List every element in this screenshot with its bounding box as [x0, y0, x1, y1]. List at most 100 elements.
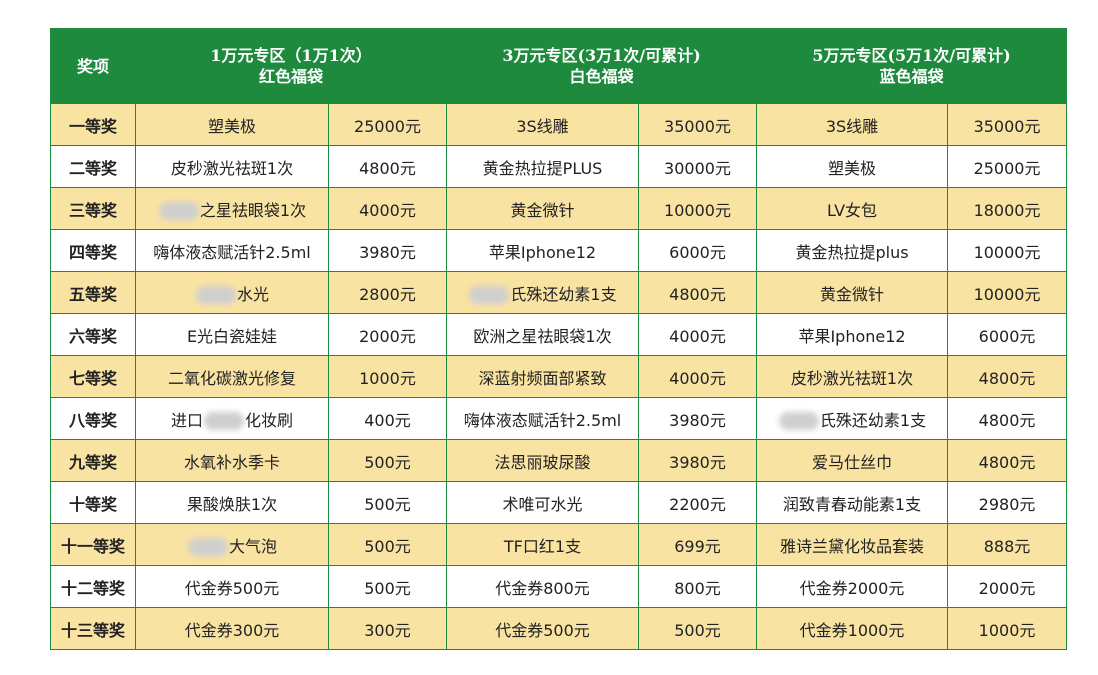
price-cell: 4000元: [328, 187, 447, 230]
price-cell: 500元: [637, 607, 758, 650]
item-cell: 黄金微针: [756, 271, 949, 314]
price-cell: 10000元: [947, 271, 1068, 314]
item-cell: 水氧补水季卡: [135, 439, 329, 482]
zone-bag: 蓝色福袋: [879, 67, 944, 86]
item-text: 氏殊还幼素1支: [819, 410, 927, 430]
prize-row: 七等奖 二氧化碳激光修复 1000元 深蓝射频面部紧致 4000元 皮秒激光祛斑1次 480…: [50, 355, 1068, 398]
item-text: 水光: [236, 284, 269, 304]
award-cell: 八等奖: [50, 397, 136, 440]
item-cell: 果酸焕肤1次: [135, 481, 329, 524]
blurred-text: [195, 286, 236, 304]
table-body: 一等奖 塑美极 25000元 3S线雕 35000元 3S线雕 35000元 二等奖 皮秒激光祛…: [50, 103, 1068, 650]
price-cell: 500元: [328, 439, 447, 482]
award-cell: 七等奖: [50, 355, 136, 398]
price-cell: 6000元: [637, 229, 758, 272]
price-cell: 500元: [328, 481, 447, 524]
item-text: 大气泡: [228, 536, 277, 556]
award-cell: 二等奖: [50, 145, 136, 188]
price-cell: 3980元: [637, 439, 758, 482]
item-cell: 黄金热拉提PLUS: [446, 145, 639, 188]
item-cell: 代金券500元: [135, 565, 329, 608]
item-cell: 二氧化碳激光修复: [135, 355, 329, 398]
item-cell: 嗨体液态赋活针2.5ml: [135, 229, 329, 272]
item-text: 之星祛眼袋1次: [199, 200, 307, 220]
prize-row: 五等奖 水光 2800元 氏殊还幼素1支 4800元 黄金微针 10000元: [50, 271, 1068, 314]
item-cell: LV女包: [756, 187, 949, 230]
price-cell: 3980元: [637, 397, 758, 440]
item-cell: 水光: [135, 271, 329, 314]
price-cell: 888元: [947, 523, 1068, 566]
price-cell: 1000元: [328, 355, 447, 398]
item-cell: 氏殊还幼素1支: [446, 271, 639, 314]
zone-bag: 白色福袋: [569, 67, 634, 86]
blurred-text: [158, 202, 199, 220]
prize-row: 十三等奖 代金券300元 300元 代金券500元 500元 代金券1000元 1000元: [50, 607, 1068, 650]
item-cell: 嗨体液态赋活针2.5ml: [446, 397, 639, 440]
price-cell: 4800元: [947, 397, 1068, 440]
item-cell: 黄金微针: [446, 187, 639, 230]
item-cell: 代金券300元: [135, 607, 329, 650]
item-cell: 苹果Iphone12: [446, 229, 639, 272]
price-cell: 35000元: [947, 103, 1068, 146]
price-cell: 6000元: [947, 313, 1068, 356]
item-cell: 代金券800元: [446, 565, 639, 608]
blurred-text: [204, 412, 244, 430]
prize-row: 三等奖 之星祛眼袋1次 4000元 黄金微针 10000元 LV女包 18000元: [50, 187, 1068, 230]
item-cell: 氏殊还幼素1支: [756, 397, 949, 440]
price-cell: 10000元: [947, 229, 1068, 272]
item-cell: 皮秒激光祛斑1次: [756, 355, 949, 398]
item-cell: 苹果Iphone12: [756, 313, 949, 356]
price-cell: 10000元: [637, 187, 758, 230]
item-cell: 黄金热拉提plus: [756, 229, 949, 272]
item-cell: 雅诗兰黛化妆品套装: [756, 523, 949, 566]
item-cell: 润致青春动能素1支: [756, 481, 949, 524]
prize-row: 二等奖 皮秒激光祛斑1次 4800元 黄金热拉提PLUS 30000元 塑美极 25000元: [50, 145, 1068, 188]
item-cell: 之星祛眼袋1次: [135, 187, 329, 230]
blurred-text: [187, 538, 228, 556]
prize-row: 四等奖 嗨体液态赋活针2.5ml 3980元 苹果Iphone12 6000元 黄金热拉提…: [50, 229, 1068, 272]
blurred-text: [778, 412, 819, 430]
price-cell: 2200元: [637, 481, 758, 524]
price-cell: 3980元: [328, 229, 447, 272]
price-cell: 4800元: [637, 271, 758, 314]
price-cell: 35000元: [637, 103, 758, 146]
price-cell: 699元: [637, 523, 758, 566]
price-cell: 2980元: [947, 481, 1068, 524]
award-cell: 十一等奖: [50, 523, 136, 566]
price-cell: 800元: [637, 565, 758, 608]
item-cell: 3S线雕: [446, 103, 639, 146]
price-cell: 2800元: [328, 271, 447, 314]
award-cell: 四等奖: [50, 229, 136, 272]
price-cell: 1000元: [947, 607, 1068, 650]
item-cell: 爱马仕丝巾: [756, 439, 949, 482]
price-cell: 4800元: [328, 145, 447, 188]
item-cell: 代金券1000元: [756, 607, 949, 650]
price-cell: 500元: [328, 565, 447, 608]
price-cell: 25000元: [328, 103, 447, 146]
zone-header: 1万元专区（1万1次） 红色福袋: [135, 28, 447, 104]
header-row: 奖项 1万元专区（1万1次） 红色福袋 3万元专区(3万1次/可累计) 白色福袋 5万元…: [50, 28, 1068, 104]
price-cell: 4800元: [947, 355, 1068, 398]
blurred-text: [469, 286, 510, 304]
prize-row: 十等奖 果酸焕肤1次 500元 术唯可水光 2200元 润致青春动能素1支 2980元: [50, 481, 1068, 524]
item-cell: 法思丽玻尿酸: [446, 439, 639, 482]
item-cell: E光白瓷娃娃: [135, 313, 329, 356]
item-cell: 进口 化妆刷: [135, 397, 329, 440]
price-cell: 500元: [328, 523, 447, 566]
header-award: 奖项: [50, 28, 136, 104]
award-cell: 一等奖: [50, 103, 136, 146]
item-cell: 塑美极: [135, 103, 329, 146]
item-cell: 代金券2000元: [756, 565, 949, 608]
award-cell: 十三等奖: [50, 607, 136, 650]
item-cell: 塑美极: [756, 145, 949, 188]
zone-header: 3万元专区(3万1次/可累计) 白色福袋: [445, 28, 758, 104]
prize-row: 十一等奖 大气泡 500元 TF口红1支 699元 雅诗兰黛化妆品套装 888元: [50, 523, 1068, 566]
prize-row: 九等奖 水氧补水季卡 500元 法思丽玻尿酸 3980元 爱马仕丝巾 4800元: [50, 439, 1068, 482]
item-cell: TF口红1支: [446, 523, 639, 566]
item-cell: 皮秒激光祛斑1次: [135, 145, 329, 188]
prize-row: 十二等奖 代金券500元 500元 代金券800元 800元 代金券2000元 2000元: [50, 565, 1068, 608]
price-cell: 2000元: [947, 565, 1068, 608]
prize-table: 奖项 1万元专区（1万1次） 红色福袋 3万元专区(3万1次/可累计) 白色福袋 5万元…: [50, 28, 1068, 650]
award-cell: 九等奖: [50, 439, 136, 482]
